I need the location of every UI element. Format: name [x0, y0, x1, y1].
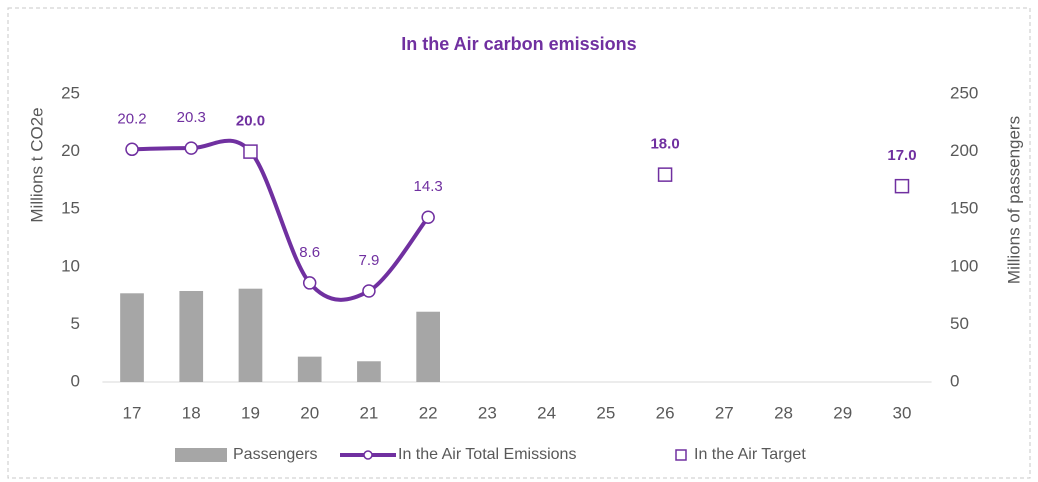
bar [179, 290, 204, 382]
y-tick-label: 25 [61, 83, 80, 102]
y-axis-title: Millions t CO2e [27, 107, 46, 222]
y2-tick-label: 250 [950, 83, 978, 102]
x-tick-label: 18 [182, 403, 201, 422]
y-tick-label: 10 [61, 256, 80, 275]
x-tick-label: 24 [537, 403, 556, 422]
legend-swatch [675, 449, 687, 461]
target-marker [657, 167, 673, 182]
y-tick-label: 20 [61, 141, 80, 160]
line-marker [125, 142, 139, 157]
y2-tick-label: 0 [950, 371, 959, 390]
line [131, 138, 430, 302]
legend-label: In the Air Total Emissions [398, 446, 576, 463]
data-label: 20.2 [117, 110, 146, 127]
data-label: 17.0 [887, 147, 916, 164]
bar [297, 356, 322, 382]
legend-swatch [175, 448, 227, 462]
chart-border [7, 7, 1031, 479]
legend-label: Passengers [233, 446, 318, 463]
x-tick-label: 23 [478, 403, 497, 422]
line-marker [302, 276, 317, 290]
x-tick-label: 30 [893, 403, 912, 422]
x-tick-label: 27 [715, 403, 734, 422]
line-marker [184, 141, 198, 155]
data-label: 8.6 [299, 244, 320, 261]
x-tick-label: 17 [123, 403, 142, 422]
x-tick-label: 28 [774, 403, 793, 422]
x-tick-label: 29 [833, 403, 852, 422]
data-label: 7.9 [358, 252, 379, 269]
bar [238, 288, 263, 382]
x-tick-label: 20 [300, 403, 319, 422]
x-tick-label: 25 [596, 403, 615, 422]
x-tick-label: 22 [419, 403, 438, 422]
y2-tick-label: 100 [950, 256, 978, 275]
target-marker [894, 178, 910, 194]
bar [357, 361, 381, 382]
y2-axis-title: Millions of passengers [1004, 116, 1023, 284]
bar [120, 293, 144, 382]
y2-tick-label: 50 [950, 314, 969, 333]
target-marker [243, 144, 258, 159]
y-tick-label: 15 [61, 199, 80, 218]
data-label: 14.3 [414, 178, 443, 195]
legend-swatch [363, 450, 373, 460]
chart-title: In the Air carbon emissions [401, 34, 636, 54]
x-tick-label: 21 [359, 403, 378, 422]
bar [416, 311, 441, 382]
line-marker [362, 284, 376, 298]
x-tick-label: 19 [241, 403, 260, 422]
x-tick-label: 26 [656, 403, 675, 422]
data-label: 20.3 [177, 109, 206, 126]
line-marker [421, 210, 435, 225]
y-tick-label: 0 [71, 371, 80, 390]
legend-label: In the Air Target [694, 446, 806, 463]
y2-tick-label: 150 [950, 199, 978, 218]
y-tick-label: 5 [71, 314, 80, 333]
data-label: 20.0 [236, 113, 265, 130]
y2-tick-label: 200 [950, 141, 978, 160]
data-label: 18.0 [650, 136, 679, 153]
